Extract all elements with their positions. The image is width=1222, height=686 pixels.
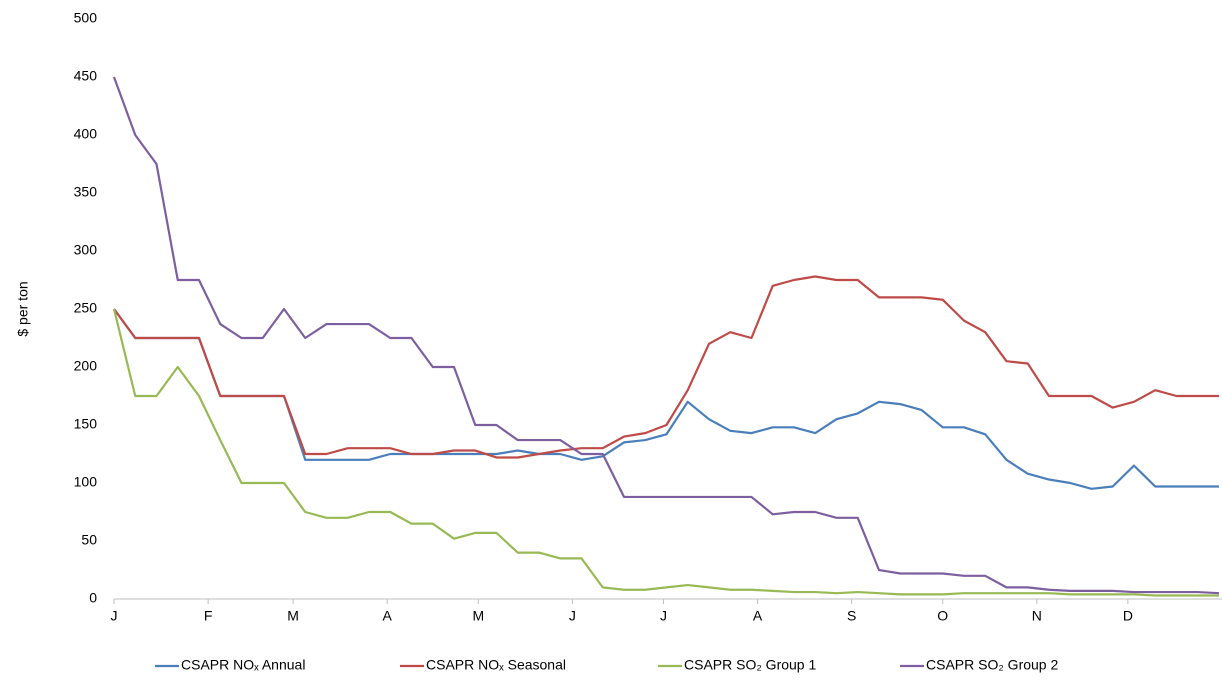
legend-label: CSAPR SO₂ Group 1 xyxy=(684,657,816,673)
x-tick-label: N xyxy=(1032,608,1042,624)
y-tick-label: 100 xyxy=(74,474,98,490)
x-tick-label: A xyxy=(383,608,393,624)
y-tick-label: 350 xyxy=(74,184,98,200)
y-tick-label: 50 xyxy=(81,532,97,548)
x-tick-label: J xyxy=(111,608,118,624)
y-tick-label: 200 xyxy=(74,358,98,374)
x-tick-label: F xyxy=(204,608,213,624)
x-tick-label: D xyxy=(1123,608,1133,624)
series-line xyxy=(112,76,1220,595)
x-tick-label: O xyxy=(937,608,948,624)
y-tick-label: 0 xyxy=(89,590,97,606)
y-tick-label: 300 xyxy=(74,242,98,258)
y-tick-label: 450 xyxy=(74,68,98,84)
y-tick-label: 250 xyxy=(74,300,98,316)
y-tick-label: 500 xyxy=(74,10,98,26)
x-tick-label: S xyxy=(847,608,856,624)
series-line xyxy=(112,308,1219,597)
legend-label: CSAPR NOₓ Annual xyxy=(181,657,305,673)
series-line xyxy=(113,308,1219,490)
x-tick-label: M xyxy=(472,608,484,624)
legend-label: CSAPR NOₓ Seasonal xyxy=(426,657,566,673)
x-tick-label: J xyxy=(660,608,667,624)
y-axis-label: $ per ton xyxy=(15,281,31,336)
y-tick-label: 400 xyxy=(74,126,98,142)
x-tick-label: M xyxy=(287,608,299,624)
y-tick-label: 150 xyxy=(74,416,98,432)
series-line xyxy=(113,275,1219,459)
x-tick-label: A xyxy=(753,608,763,624)
legend-label: CSAPR SO₂ Group 2 xyxy=(926,657,1058,673)
x-tick-label: J xyxy=(569,608,576,624)
